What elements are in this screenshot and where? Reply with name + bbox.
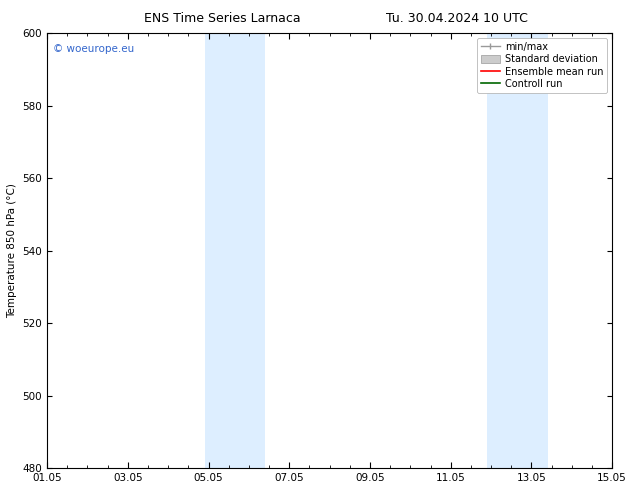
Legend: min/max, Standard deviation, Ensemble mean run, Controll run: min/max, Standard deviation, Ensemble me… (477, 38, 607, 93)
Bar (487, 33, 548, 468)
Bar (205, 33, 265, 468)
Text: © woeurope.eu: © woeurope.eu (53, 44, 134, 54)
Text: ENS Time Series Larnaca: ENS Time Series Larnaca (143, 12, 301, 25)
Y-axis label: Temperature 850 hPa (°C): Temperature 850 hPa (°C) (7, 183, 17, 318)
Text: Tu. 30.04.2024 10 UTC: Tu. 30.04.2024 10 UTC (385, 12, 527, 25)
